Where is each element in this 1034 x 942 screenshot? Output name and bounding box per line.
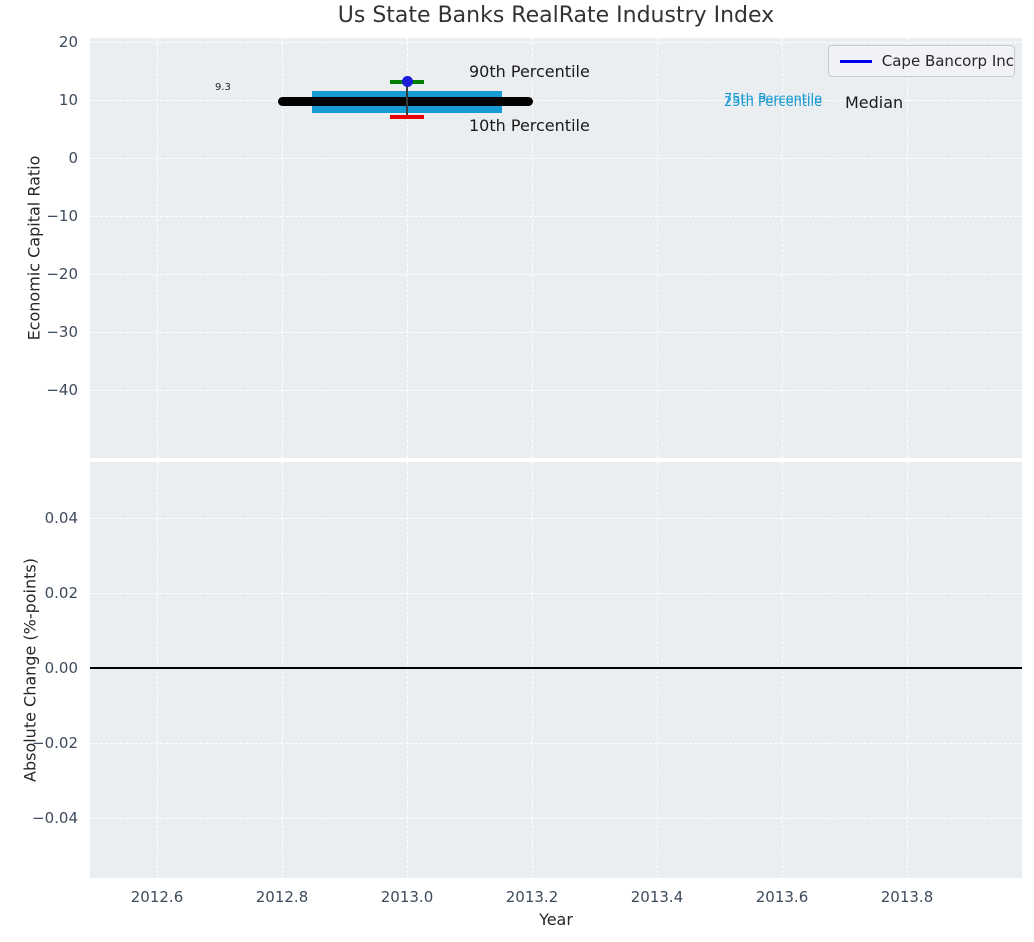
ytick-top: 10	[58, 91, 78, 109]
xtick: 2013.4	[630, 888, 684, 906]
whisker-stem	[406, 81, 408, 117]
gridline-horizontal	[90, 593, 1022, 594]
p10-annotation: 10th Percentile	[469, 116, 590, 135]
ytick-top: −20	[46, 265, 78, 283]
gridline-horizontal	[90, 743, 1022, 744]
ytick-top: 0	[68, 149, 78, 167]
gridline-vertical	[157, 462, 158, 878]
gridline-vertical	[282, 462, 283, 878]
gridline-vertical	[657, 38, 658, 458]
ytick-bottom: −0.04	[32, 809, 78, 827]
gridline-vertical	[657, 462, 658, 878]
xlabel: Year	[539, 910, 573, 929]
legend-label: Cape Bancorp Inc	[881, 52, 1014, 70]
ytick-top: −40	[46, 381, 78, 399]
gridline-horizontal	[90, 390, 1022, 391]
p90-annotation: 90th Percentile	[469, 62, 590, 81]
gridline-horizontal	[90, 818, 1022, 819]
gridline-vertical	[532, 38, 533, 458]
xtick: 2013.6	[755, 888, 809, 906]
gridline-vertical	[407, 38, 408, 458]
gridline-vertical	[782, 462, 783, 878]
ytick-bottom: 0.00	[44, 659, 78, 677]
gridline-vertical	[157, 38, 158, 458]
gridline-horizontal	[90, 518, 1022, 519]
bottom-axes	[90, 462, 1022, 878]
p75-annotation: 75th Percentile	[724, 92, 823, 107]
gridline-vertical	[782, 38, 783, 458]
gridline-vertical	[532, 462, 533, 878]
top-ylabel: Economic Capital Ratio	[24, 155, 44, 341]
xtick: 2013.0	[380, 888, 434, 906]
xtick: 2013.8	[880, 888, 934, 906]
xtick: 2012.6	[130, 888, 184, 906]
gridline-horizontal	[90, 158, 1022, 159]
median-value-annotation: 9.3	[215, 82, 231, 93]
legend-line-sample-icon	[840, 59, 872, 63]
gridline-vertical	[907, 462, 908, 878]
chart-title: Us State Banks RealRate Industry Index	[337, 3, 775, 28]
median-annotation: Median	[845, 93, 904, 112]
ytick-top: −30	[46, 323, 78, 341]
bottom-ylabel: Absolute Change (%-points)	[20, 558, 40, 782]
ytick-bottom: −0.02	[32, 734, 78, 752]
gridline-vertical	[407, 462, 408, 878]
ytick-bottom: 0.04	[44, 509, 78, 527]
zero-line	[90, 667, 1022, 669]
legend: Cape Bancorp Inc	[828, 45, 1015, 77]
gridline-horizontal	[90, 100, 1022, 101]
p10-cap	[390, 115, 424, 119]
gridline-horizontal	[90, 332, 1022, 333]
gridline-horizontal	[90, 216, 1022, 217]
median-line	[278, 97, 533, 106]
p25-annotation: 25th Percentile	[724, 95, 823, 110]
gridline-horizontal	[90, 42, 1022, 43]
gridline-vertical	[282, 38, 283, 458]
ytick-top: −10	[46, 207, 78, 225]
series-marker-dot	[401, 75, 413, 87]
gridline-vertical	[907, 38, 908, 458]
ytick-top: 20	[58, 33, 78, 51]
xtick: 2012.8	[255, 888, 309, 906]
ytick-bottom: 0.02	[44, 584, 78, 602]
gridline-horizontal	[90, 274, 1022, 275]
xtick: 2013.2	[505, 888, 559, 906]
top-axes: 9.3 90th Percentile 10th Percentile 75th…	[90, 38, 1022, 458]
